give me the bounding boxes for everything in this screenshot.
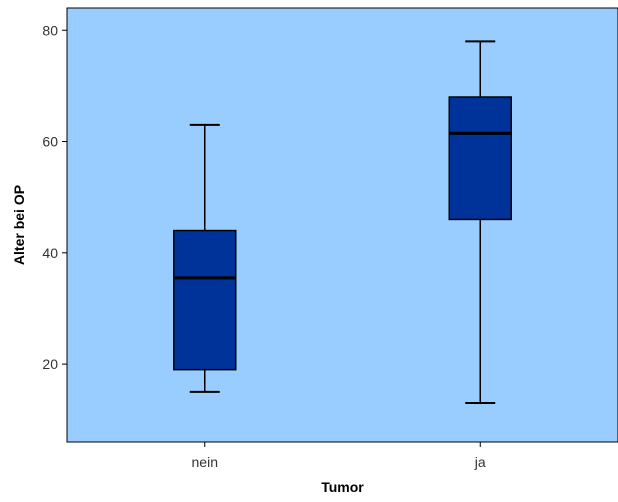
box-ja xyxy=(448,40,512,405)
y-tick-label: 60 xyxy=(42,134,58,150)
plot-area xyxy=(66,7,618,443)
iqr-box xyxy=(173,229,237,371)
y-tick-label: 40 xyxy=(42,245,58,261)
y-axis-ticks: 20 40 60 80 xyxy=(42,22,67,372)
x-tick-label: nein xyxy=(192,454,218,470)
boxes xyxy=(173,40,512,405)
y-tick-label: 20 xyxy=(42,356,58,372)
x-axis-label: Tumor xyxy=(321,479,364,495)
iqr-box xyxy=(448,96,512,221)
box-nein xyxy=(173,123,237,393)
y-axis-label: Alter bei OP xyxy=(11,185,27,265)
x-tick-label: ja xyxy=(474,454,486,470)
y-tick-label: 80 xyxy=(42,22,58,38)
x-axis-ticks: nein ja xyxy=(192,442,486,470)
